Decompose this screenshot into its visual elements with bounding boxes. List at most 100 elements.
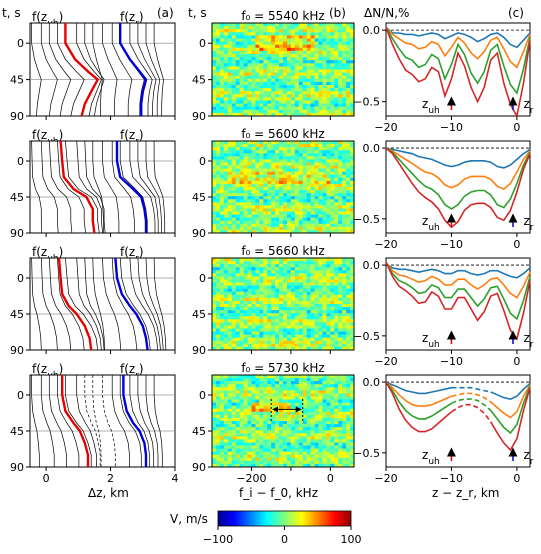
heatmap-cell <box>219 223 225 228</box>
heatmap-cell <box>306 390 312 394</box>
heatmap-cell <box>275 454 280 459</box>
heatmap-cell <box>279 159 284 163</box>
heatmap-cell <box>271 294 276 299</box>
heatmap-cell <box>294 165 300 169</box>
heatmap-cell <box>318 417 323 422</box>
heatmap-cell <box>243 26 248 30</box>
heatmap-cell <box>267 41 272 46</box>
heatmap-cell <box>231 267 237 271</box>
heatmap-cell <box>334 78 339 83</box>
sounding-curve <box>111 23 133 116</box>
x-tick-label: −10 <box>440 238 463 251</box>
heatmap-cell <box>318 75 323 80</box>
heatmap-cell <box>338 35 343 39</box>
heatmap-cell <box>243 291 248 296</box>
heatmap-cell <box>227 23 233 27</box>
heatmap-cell <box>279 393 284 397</box>
heatmap-cell <box>259 103 264 108</box>
heatmap-cell <box>306 81 312 86</box>
heatmap-cell <box>263 402 268 407</box>
panel-b-frame <box>211 140 355 234</box>
heatmap-cell <box>298 264 304 268</box>
heatmap-cell <box>215 334 221 339</box>
heatmap-cell <box>227 282 233 286</box>
heatmap-cell <box>286 38 292 42</box>
heatmap-cell <box>326 103 331 108</box>
heatmap-cell <box>219 282 225 286</box>
heatmap-cell <box>306 448 312 453</box>
heatmap-cell <box>334 390 339 394</box>
heatmap-cell <box>290 205 296 209</box>
heatmap-cell <box>271 316 276 320</box>
heatmap-cell <box>302 297 308 302</box>
heatmap-cell <box>271 57 276 61</box>
heatmap-cell <box>322 150 327 154</box>
heatmap-cell <box>310 381 315 385</box>
heatmap-cell <box>322 294 327 299</box>
heatmap-cell <box>326 23 331 27</box>
heatmap-cell <box>235 214 241 219</box>
heatmap-cell <box>259 26 264 30</box>
heatmap-cell <box>342 346 347 351</box>
heatmap-cell <box>346 100 351 104</box>
heatmap-cell <box>334 457 339 462</box>
heatmap-cell <box>212 378 217 382</box>
heatmap-cell <box>267 396 272 400</box>
heatmap-cell <box>290 319 296 323</box>
heatmap-cell <box>342 457 347 462</box>
sounding-curve <box>76 140 104 234</box>
heatmap-cell <box>215 405 221 410</box>
heatmap-cell <box>255 310 260 314</box>
heatmap-cell <box>227 41 233 46</box>
heatmap-cell <box>334 202 339 206</box>
heatmap-cell <box>318 147 323 151</box>
heatmap-cell <box>275 72 280 77</box>
heatmap-cell <box>318 214 323 219</box>
heatmap-cell <box>247 159 252 163</box>
heatmap-cell <box>255 29 260 33</box>
heatmap-cell <box>263 156 268 160</box>
heatmap-cell <box>334 183 339 188</box>
heatmap-cell <box>231 285 237 290</box>
heatmap-cell <box>215 202 221 206</box>
heatmap-cell <box>298 47 304 52</box>
heatmap-cell <box>271 405 276 410</box>
heatmap-cell <box>326 405 331 410</box>
heatmap-cell <box>306 285 312 290</box>
heatmap-cell <box>255 187 260 191</box>
heatmap-cell <box>306 180 312 185</box>
heatmap-cell <box>271 29 276 33</box>
heatmap-cell <box>310 23 315 27</box>
heatmap-cell <box>239 229 244 234</box>
heatmap-cell <box>306 156 312 160</box>
heatmap-cell <box>298 331 304 336</box>
heatmap-cell <box>215 439 221 443</box>
heatmap-cell <box>227 460 233 465</box>
heatmap-cell <box>286 402 292 407</box>
heatmap-cell <box>350 85 355 89</box>
heatmap-cell <box>298 91 304 95</box>
heatmap-cell <box>338 94 343 98</box>
heatmap-cell <box>243 229 248 234</box>
heatmap-cell <box>231 229 237 234</box>
heatmap-cell <box>279 261 284 265</box>
heatmap-cell <box>251 375 256 379</box>
heatmap-cell <box>310 276 315 280</box>
heatmap-cell <box>286 144 292 148</box>
heatmap-cell <box>306 47 312 52</box>
heatmap-cell <box>251 307 256 311</box>
heatmap-cell <box>271 190 276 194</box>
heatmap-cell <box>314 424 319 428</box>
heatmap-cell <box>215 436 221 440</box>
heatmap-cell <box>290 168 296 173</box>
heatmap-cell <box>263 411 268 416</box>
heatmap-cell <box>310 156 315 160</box>
heatmap-cell <box>279 384 284 388</box>
heatmap-cell <box>275 174 280 179</box>
heatmap-cell <box>283 94 288 98</box>
heatmap-cell <box>346 199 351 203</box>
heatmap-cell <box>350 94 355 98</box>
heatmap-cell <box>255 171 260 176</box>
heatmap-cell <box>286 291 292 296</box>
heatmap-cell <box>243 187 248 191</box>
